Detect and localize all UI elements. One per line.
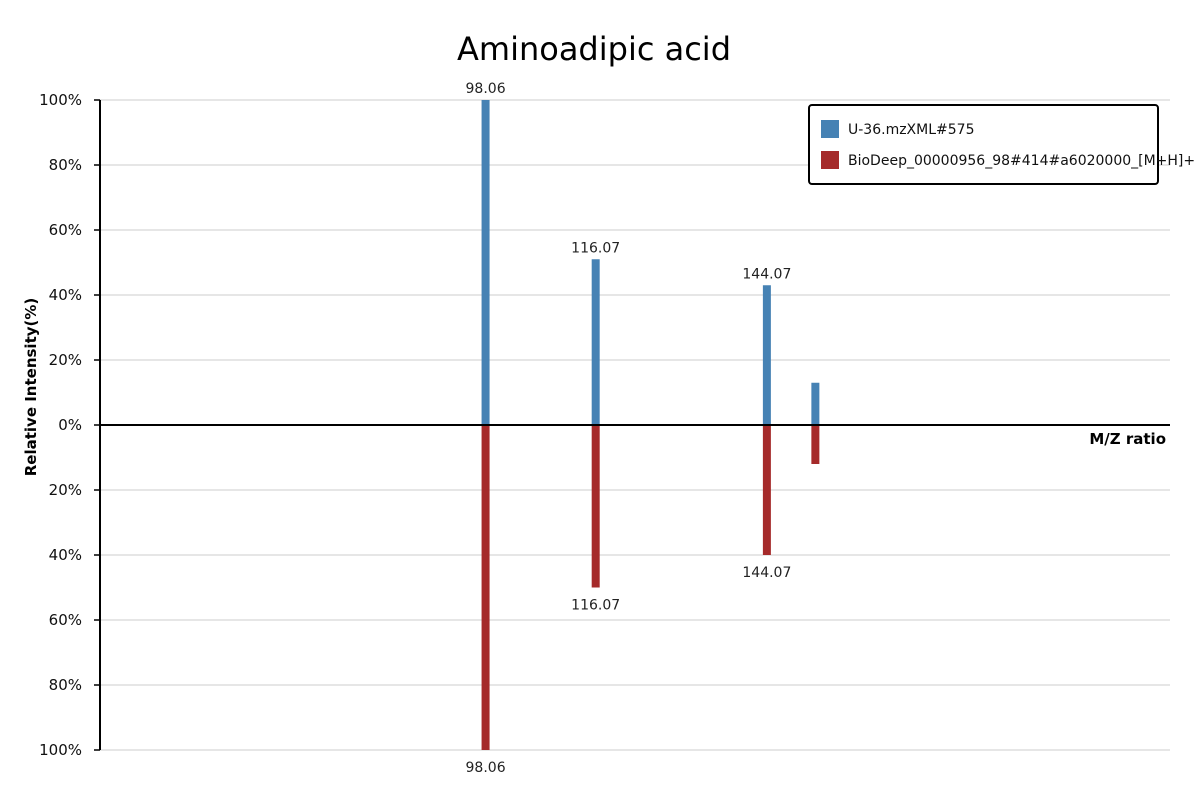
gridlines (100, 99, 1170, 751)
peak-labels: 98.06 116.07 144.07 98.06 116.07 144.07 (466, 81, 792, 776)
chart-title: Aminoadipic acid (457, 30, 731, 68)
y-tick-label: 80% (49, 156, 82, 174)
y-tick-label: 0% (58, 416, 82, 434)
y-tick-label: 100% (39, 91, 82, 109)
sample-peak-bar (591, 259, 600, 425)
reference-peak-bar (762, 425, 771, 555)
x-axis-title: M/Z ratio (1089, 430, 1166, 448)
y-axis-title: Relative Intensity(%) (22, 298, 40, 477)
sample-peak-label: 116.07 (571, 240, 620, 256)
y-tick-label: 20% (49, 351, 82, 369)
y-tick-label: 20% (49, 481, 82, 499)
y-ticks: 100% 80% 60% 40% 20% 0% 20% 40% 60% 80% 100% (39, 91, 100, 759)
legend-label-reference: BioDeep_00000956_98#414#a6020000_[M+H]+ (848, 153, 1195, 169)
y-tick-label: 60% (49, 221, 82, 239)
legend-swatch-sample (821, 120, 839, 138)
reference-peak-label: 116.07 (571, 598, 620, 614)
axes (99, 100, 1170, 750)
reference-peak-label: 144.07 (742, 565, 791, 581)
sample-peak-bar (762, 285, 771, 425)
sample-peak-bar (811, 382, 820, 425)
reference-peak-bar (811, 425, 820, 464)
y-tick-label: 40% (49, 546, 82, 564)
y-tick-label: 100% (39, 741, 82, 759)
sample-peak-label: 144.07 (742, 266, 791, 282)
y-tick-label: 60% (49, 611, 82, 629)
legend-swatch-reference (821, 151, 839, 169)
legend-label-sample: U-36.mzXML#575 (848, 122, 974, 138)
legend-box (808, 104, 1159, 185)
sample-peak-bar (481, 100, 490, 425)
reference-peak-bar (481, 425, 490, 750)
reference-peak-bar (591, 425, 600, 588)
sample-peak-label: 98.06 (466, 81, 506, 97)
legend: U-36.mzXML#575 BioDeep_00000956_98#414#a… (808, 104, 1195, 185)
y-tick-label: 40% (49, 286, 82, 304)
reference-peak-label: 98.06 (466, 760, 506, 776)
peaks (481, 100, 820, 750)
y-tick-label: 80% (49, 676, 82, 694)
